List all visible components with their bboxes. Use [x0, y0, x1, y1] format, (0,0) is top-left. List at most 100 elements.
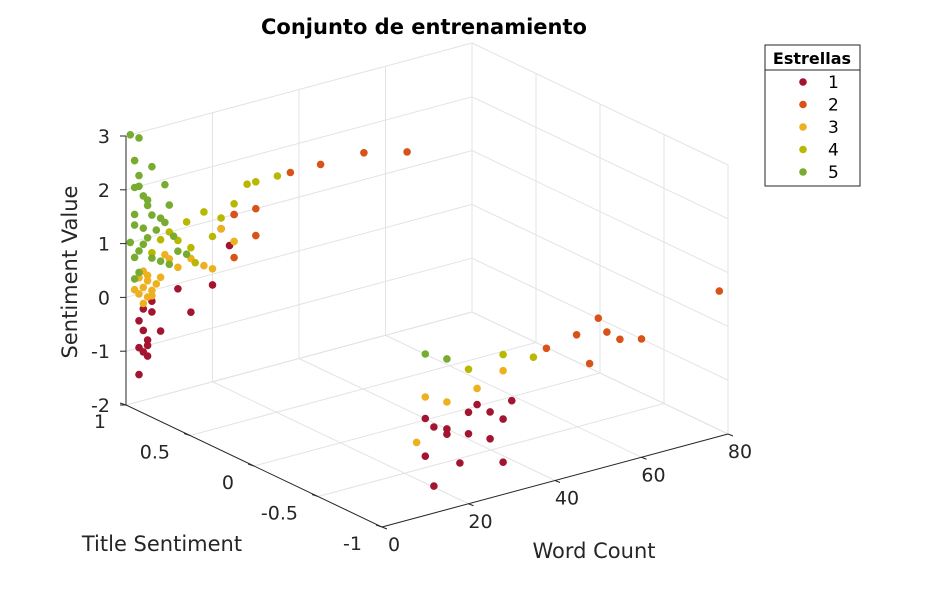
data-point-series-3	[139, 283, 148, 292]
data-point-series-3	[499, 366, 507, 375]
data-point-series-2	[572, 331, 581, 339]
data-point-series-5	[135, 134, 143, 142]
side-wall-grid-z	[471, 96, 729, 220]
z-tick-label: -2	[91, 395, 110, 417]
data-point-series-3	[412, 438, 421, 447]
data-point-series-1	[143, 336, 152, 344]
data-point-series-5	[443, 355, 451, 363]
data-point-series-4	[243, 180, 251, 188]
data-point-series-5	[135, 268, 143, 277]
data-point-series-1	[139, 326, 148, 335]
x-tick-label: 20	[468, 511, 492, 533]
data-point-series-1	[421, 414, 430, 423]
y-tick-label: 0	[222, 472, 234, 494]
legend-marker-1	[799, 78, 807, 86]
data-point-series-2	[230, 253, 238, 262]
data-point-series-1	[174, 285, 182, 293]
data-point-series-1	[486, 435, 494, 443]
grid-layer	[125, 42, 729, 528]
data-point-series-2	[316, 160, 325, 169]
data-point-series-3	[148, 286, 156, 295]
data-point-series-3	[174, 263, 182, 272]
data-point-series-2	[715, 287, 724, 295]
data-point-series-3	[421, 393, 430, 401]
data-point-series-4	[182, 218, 191, 226]
data-point-series-4	[191, 258, 199, 267]
side-wall-grid-z	[471, 311, 729, 435]
data-point-series-2	[286, 168, 295, 177]
floor-grid-y	[317, 403, 665, 497]
floor-grid-y	[189, 342, 537, 436]
data-point-series-3	[473, 384, 481, 393]
legend-marker-2	[799, 100, 807, 109]
data-point-series-5	[161, 218, 169, 227]
data-point-series-5	[165, 201, 174, 209]
data-point-series-2	[403, 148, 411, 156]
y-tick-label: 0.5	[140, 442, 170, 464]
z-tick-label: 2	[98, 180, 110, 202]
data-point-series-1	[443, 425, 451, 433]
data-point-series-5	[130, 183, 139, 192]
data-point-series-4	[273, 172, 282, 180]
data-point-series-5	[135, 171, 143, 180]
legend-label-1: 1	[828, 73, 839, 93]
data-point-series-1	[499, 458, 507, 467]
side-wall-grid-z	[471, 203, 729, 327]
y-tick-mark	[375, 524, 383, 528]
data-point-series-2	[252, 204, 260, 213]
back-wall-grid-z	[125, 42, 473, 137]
data-point-series-1	[421, 452, 430, 461]
legend-label-5: 5	[828, 163, 839, 183]
data-point-series-1	[464, 408, 473, 417]
data-point-series-1	[135, 317, 143, 325]
legend-marker-5	[799, 168, 807, 176]
data-point-series-5	[148, 162, 156, 171]
side-wall-grid-z	[471, 150, 729, 274]
data-point-series-4	[217, 214, 225, 222]
data-point-series-4	[499, 350, 507, 359]
y-tick-mark	[183, 433, 191, 436]
data-point-series-1	[143, 341, 152, 350]
data-point-series-4	[148, 249, 156, 257]
x-tick-mark	[468, 503, 474, 507]
data-point-series-5	[174, 247, 182, 255]
z-tick-label: 0	[98, 287, 110, 309]
data-point-series-5	[148, 211, 156, 219]
data-point-series-1	[156, 327, 165, 335]
data-point-series-2	[594, 314, 603, 323]
data-point-series-3	[139, 299, 148, 308]
data-point-series-5	[161, 180, 169, 189]
data-point-series-1	[208, 281, 217, 289]
y-tick-label: -1	[343, 533, 362, 555]
legend-label-2: 2	[828, 96, 839, 116]
data-point-series-3	[208, 265, 217, 273]
y-tick-label: -0.5	[261, 503, 298, 525]
data-point-series-1	[139, 305, 148, 313]
legend-label-3: 3	[828, 118, 839, 138]
points-layer	[126, 131, 724, 490]
legend: Estrellas 1 23 45	[764, 44, 861, 187]
data-point-series-2	[230, 210, 238, 219]
data-point-series-1	[456, 459, 464, 467]
data-point-series-1	[499, 415, 507, 423]
data-point-series-1	[430, 423, 438, 431]
data-point-series-5	[130, 156, 139, 165]
x-tick-label: 0	[388, 534, 400, 556]
data-point-series-3	[143, 277, 152, 285]
data-point-series-3	[443, 398, 451, 406]
back-wall-grid-z	[125, 150, 473, 245]
x-tick-mark	[641, 456, 647, 460]
data-point-series-5	[130, 275, 139, 283]
data-point-series-1	[473, 400, 481, 409]
data-point-series-3	[152, 280, 161, 288]
data-point-series-3	[143, 293, 152, 301]
data-point-series-3	[156, 273, 165, 282]
data-point-series-3	[230, 237, 238, 246]
z-axis-label: Sentiment Value	[58, 186, 82, 359]
data-point-series-1	[139, 348, 148, 356]
y-tick-label: 1	[94, 411, 106, 433]
data-point-series-4	[200, 208, 208, 216]
x-tick-label: 40	[555, 488, 579, 510]
